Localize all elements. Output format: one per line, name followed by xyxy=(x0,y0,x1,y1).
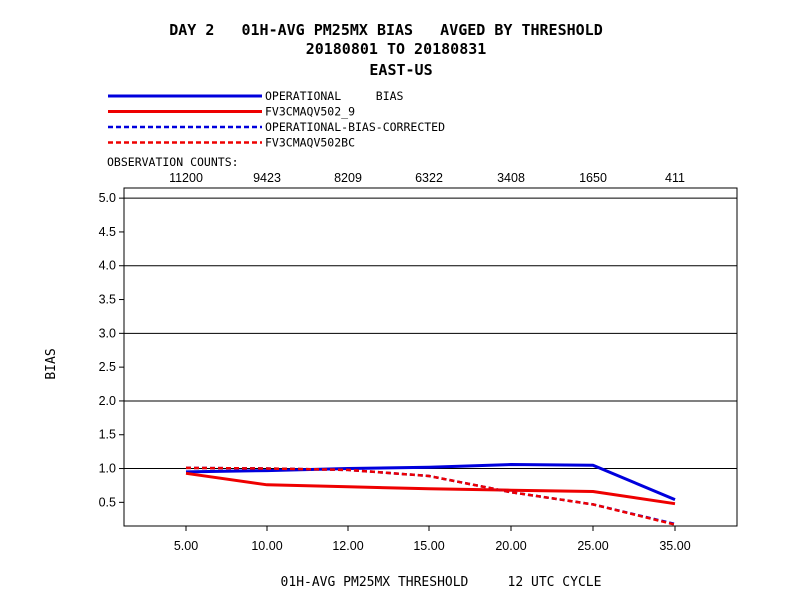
x-tick-label: 35.00 xyxy=(659,539,690,553)
chart-title-line3: EAST-US xyxy=(369,61,432,79)
y-tick-label: 2.5 xyxy=(99,360,116,374)
y-tick-label: 3.0 xyxy=(99,326,116,340)
legend-label: FV3CMAQV502_9 xyxy=(265,105,355,119)
y-tick-label: 2.0 xyxy=(99,394,116,408)
gridlines xyxy=(124,197,737,470)
series-line xyxy=(185,471,676,506)
y-axis-label: BIAS xyxy=(44,348,59,379)
y-axis: 5.0 4.5 4.0 3.5 3.0 2.5 2.0 1.5 1.0 0.5 xyxy=(99,191,124,509)
x-tick-label: 15.00 xyxy=(413,539,444,553)
legend-label: OPERATIONAL BIAS xyxy=(265,89,404,103)
chart-title-line1: DAY 2 01H-AVG PM25MX BIAS AVGED BY THRES… xyxy=(169,21,602,39)
x-axis: 5.00 10.00 12.00 15.00 20.00 25.00 35.00 xyxy=(174,526,691,553)
y-tick-label: 0.5 xyxy=(99,495,116,509)
y-tick-label: 1.0 xyxy=(99,462,116,476)
observation-counts: 11200 9423 8209 6322 3408 1650 411 xyxy=(169,171,685,185)
x-tick-label: 10.00 xyxy=(251,539,282,553)
chart-title-line2: 20180801 TO 20180831 xyxy=(306,40,487,58)
legend: OPERATIONAL BIAS FV3CMAQV502_9OPERATIONAL… xyxy=(108,89,445,150)
x-tick-label: 5.00 xyxy=(174,539,198,553)
y-tick-label: 5.0 xyxy=(99,191,116,205)
observation-count: 8209 xyxy=(334,171,362,185)
observation-count: 411 xyxy=(665,171,685,185)
x-axis-label: 01H-AVG PM25MX THRESHOLD 12 UTC CYCLE xyxy=(281,575,602,590)
series-group xyxy=(185,463,676,526)
observation-count: 9423 xyxy=(253,171,281,185)
series-line xyxy=(185,463,676,501)
plot-frame xyxy=(123,187,738,527)
legend-label: FV3CMAQV502BC xyxy=(265,136,355,150)
observation-counts-label: OBSERVATION COUNTS: xyxy=(107,155,239,169)
y-tick-label: 3.5 xyxy=(99,293,116,307)
x-tick-label: 25.00 xyxy=(577,539,608,553)
observation-count: 6322 xyxy=(415,171,443,185)
legend-label: OPERATIONAL-BIAS-CORRECTED xyxy=(265,120,445,134)
y-tick-label: 4.0 xyxy=(99,259,116,273)
observation-count: 11200 xyxy=(169,171,203,185)
x-tick-label: 20.00 xyxy=(495,539,526,553)
y-tick-label: 4.5 xyxy=(99,225,116,239)
observation-count: 3408 xyxy=(497,171,525,185)
x-tick-label: 12.00 xyxy=(332,539,363,553)
y-tick-label: 1.5 xyxy=(99,428,116,442)
series-line xyxy=(185,466,676,526)
observation-count: 1650 xyxy=(579,171,607,185)
